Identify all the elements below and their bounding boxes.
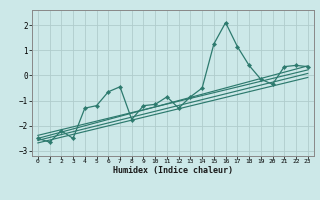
X-axis label: Humidex (Indice chaleur): Humidex (Indice chaleur)	[113, 166, 233, 175]
